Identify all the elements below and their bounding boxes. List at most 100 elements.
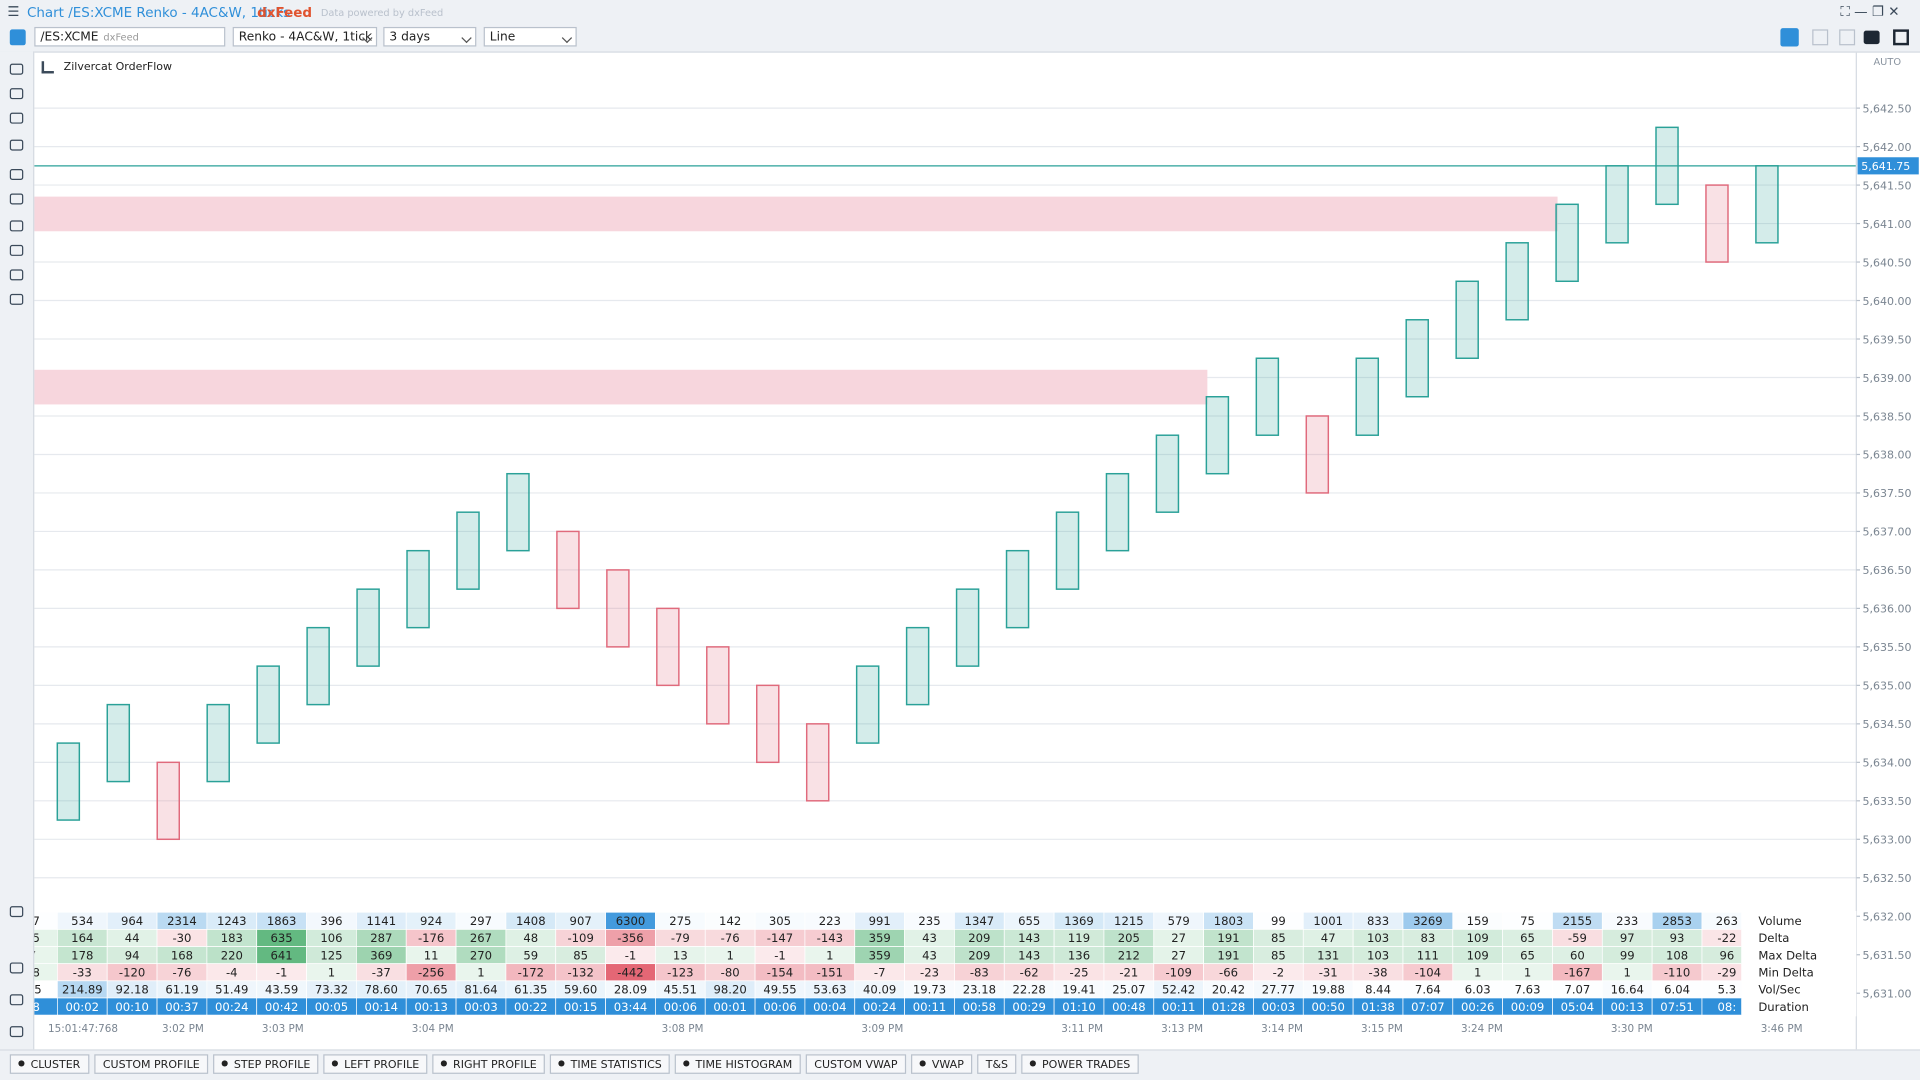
- aggregation-select[interactable]: Renko - 4AC&W, 1tick: [232, 26, 378, 47]
- table-value: 1: [328, 966, 335, 980]
- table-value: 00:24: [215, 1000, 249, 1014]
- table-value: 7.64: [1415, 983, 1441, 997]
- table-value: -29: [1717, 966, 1736, 980]
- tool-icon[interactable]: [9, 193, 24, 205]
- table-value: 1347: [965, 914, 995, 928]
- brick-up: [1755, 165, 1779, 244]
- brick-down: [756, 684, 780, 764]
- window-controls[interactable]: ⛶ — ❐ ✕: [1840, 3, 1900, 20]
- brick-up: [106, 703, 131, 783]
- table-value: 1863: [267, 914, 297, 928]
- brick-up: [1505, 242, 1529, 321]
- tool-icon[interactable]: [9, 168, 24, 181]
- table-value: 7.63: [1515, 983, 1541, 997]
- tool-icon[interactable]: [9, 244, 24, 256]
- table-value: 2314: [167, 914, 197, 928]
- table-value: -110: [1664, 966, 1690, 980]
- symbol-field[interactable]: /ES:XCME dxFeed: [34, 26, 226, 47]
- tool-icon[interactable]: [9, 112, 24, 124]
- table-value: 2155: [1563, 914, 1593, 928]
- style: Line: [489, 30, 516, 45]
- table-value: -151: [817, 966, 843, 980]
- tab-button[interactable]: STEP PROFILE: [213, 1054, 319, 1074]
- tool-icon[interactable]: [9, 220, 24, 232]
- table-value: -147: [767, 931, 793, 945]
- sidebar-button[interactable]: [1893, 29, 1909, 46]
- trash-button[interactable]: [1839, 29, 1856, 46]
- table-value: 22.28: [1013, 983, 1046, 997]
- table-value: 00:01: [713, 1000, 747, 1014]
- brick-down: [556, 530, 580, 610]
- table-value: 305: [769, 914, 791, 928]
- tool-icon[interactable]: [9, 63, 24, 75]
- table-value: 143: [1018, 948, 1040, 962]
- tool-icon[interactable]: [9, 1026, 24, 1038]
- table-value: 183: [221, 931, 243, 945]
- tool-icon[interactable]: [9, 906, 24, 918]
- table-value: 00:50: [1311, 1000, 1345, 1014]
- table-value: 214.89: [62, 983, 103, 997]
- table-value: 16.64: [1611, 983, 1644, 997]
- table-value: 6.03: [1465, 983, 1491, 997]
- y-tick-label: 5,635.00: [1862, 680, 1911, 693]
- tab-button[interactable]: CUSTOM VWAP: [805, 1054, 907, 1074]
- zone: [33, 196, 1558, 232]
- tab-button[interactable]: T&S: [977, 1054, 1017, 1074]
- table-value: 131: [1317, 948, 1339, 962]
- tab-button[interactable]: TIME STATISTICS: [549, 1054, 671, 1074]
- indicator-label[interactable]: Zilvercat OrderFlow: [63, 61, 173, 74]
- table-value: 00:13: [1610, 1000, 1644, 1014]
- layout-button[interactable]: [1812, 29, 1829, 46]
- table-value: -109: [567, 931, 593, 945]
- x-tick-label: 3:04 PM: [412, 1023, 454, 1035]
- tool-icon[interactable]: [9, 994, 24, 1006]
- period-select[interactable]: 3 days: [383, 26, 477, 47]
- tool-icon[interactable]: [9, 269, 24, 281]
- table-value: 01:38: [1361, 1000, 1395, 1014]
- tab-button[interactable]: POWER TRADES: [1021, 1054, 1139, 1074]
- time-axis: 15:01:47:768 3:02 PM 3:03 PM 3:04 PM 3:08 PM…: [48, 1023, 1803, 1035]
- brick-down: [156, 761, 181, 841]
- table-value: -1: [625, 948, 637, 962]
- style-select[interactable]: Line: [483, 26, 577, 47]
- tab-button[interactable]: CLUSTER: [9, 1054, 89, 1074]
- y-tick-label: 5,640.50: [1862, 256, 1911, 269]
- table-value: -1: [774, 948, 786, 962]
- table-value: 3269: [1413, 914, 1443, 928]
- table-value: 2853: [1662, 914, 1692, 928]
- tab-button[interactable]: VWAP: [911, 1054, 973, 1074]
- symbol: /ES:XCME: [40, 30, 99, 45]
- tool-icon[interactable]: [9, 293, 24, 305]
- table-value: 25.07: [1112, 983, 1145, 997]
- tab-button[interactable]: CUSTOM PROFILE: [94, 1054, 209, 1074]
- x-tick-label: 3:30 PM: [1611, 1023, 1653, 1035]
- brick-up: [1155, 434, 1180, 513]
- menu-icon[interactable]: ☰: [7, 3, 20, 20]
- table-value: 20.42: [1212, 983, 1245, 997]
- table-value: -104: [1415, 966, 1441, 980]
- table-value: 48: [523, 931, 538, 945]
- table-value: 01:28: [1212, 1000, 1246, 1014]
- panel-toggle[interactable]: [9, 29, 26, 46]
- table-value: 51.49: [215, 983, 248, 997]
- table-value: -23: [920, 966, 939, 980]
- y-tick-label: 5,638.50: [1862, 410, 1911, 423]
- x-tick-label: 3:02 PM: [162, 1023, 204, 1035]
- table-value: 8.44: [1365, 983, 1391, 997]
- tool-icon[interactable]: [9, 962, 24, 974]
- tab-button[interactable]: RIGHT PROFILE: [432, 1054, 546, 1074]
- table-value: 924: [420, 914, 442, 928]
- table-value: 1: [1474, 966, 1481, 980]
- tab-button[interactable]: LEFT PROFILE: [323, 1054, 428, 1074]
- search-button[interactable]: [1780, 28, 1799, 47]
- y-tick-label: 5,631.50: [1862, 949, 1911, 962]
- scale-mode[interactable]: AUTO: [1873, 56, 1902, 68]
- tab-button[interactable]: TIME HISTOGRAM: [674, 1054, 801, 1074]
- tool-icon[interactable]: [9, 139, 24, 151]
- table-value: 7: [29, 948, 36, 962]
- tool-icon[interactable]: [9, 88, 24, 100]
- camera-button[interactable]: [1863, 30, 1880, 45]
- table-value: 27: [1171, 948, 1186, 962]
